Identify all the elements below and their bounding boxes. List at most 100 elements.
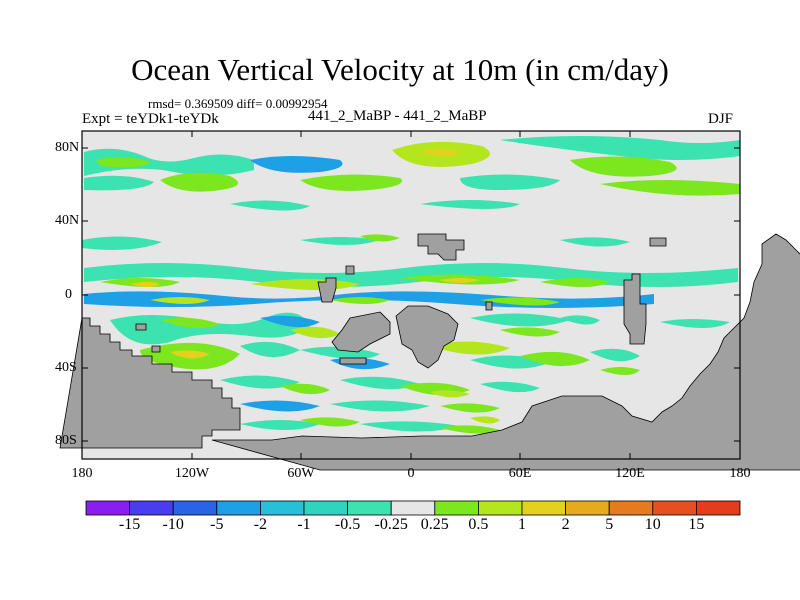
field-patch: [260, 315, 320, 328]
land-islands: [649, 237, 667, 247]
season-label: DJF: [708, 111, 734, 127]
field-patch: [420, 200, 520, 209]
colorbar-label: -2: [253, 516, 268, 533]
y-tick-label: 80S: [55, 433, 77, 448]
colorbar-label: -0.5: [334, 516, 361, 533]
y-axis-ticks: [82, 147, 740, 442]
field-patch: [360, 421, 460, 432]
field-patch: [84, 148, 254, 176]
field-patch: [300, 174, 402, 191]
land-caribbean: [345, 265, 355, 275]
field-patch: [110, 312, 310, 345]
field-patch: [460, 174, 560, 190]
field-patch: [470, 313, 570, 327]
colorbar-swatch: [608, 500, 654, 516]
x-tick-label: 60E: [508, 466, 532, 481]
x-tick-label: 0: [407, 466, 415, 481]
colorbar-label: -5: [210, 516, 224, 533]
chart-title: Ocean Vertical Velocity at 10m (in cm/da…: [131, 52, 669, 87]
field-patch: [360, 234, 400, 242]
colorbar: [85, 500, 741, 516]
colorbar-label: -10: [162, 516, 184, 533]
colorbar-label: -0.25: [374, 516, 408, 533]
field-patch: [280, 383, 330, 395]
land-africa: [395, 305, 459, 369]
field-patch: [240, 420, 320, 430]
field-patch: [540, 278, 610, 287]
field-patch: [160, 317, 220, 329]
field-patch: [330, 297, 390, 304]
land-antarctica: [211, 233, 800, 471]
colorbar-swatch: [129, 500, 174, 516]
land-arabia: [417, 233, 465, 261]
colorbar-swatch: [303, 500, 348, 516]
field-patch: [82, 236, 162, 250]
colorbar-swatch: [259, 500, 305, 516]
land-australia: [623, 273, 647, 345]
land-islands: [485, 301, 493, 311]
velocity-field: [82, 136, 740, 434]
field-patch: [240, 400, 320, 412]
colorbar-label: -1: [297, 516, 311, 533]
comparison-label: 441_2_MaBP - 441_2_MaBP: [308, 108, 487, 124]
colorbar-label: 2: [561, 516, 570, 533]
x-axis-ticks: [81, 131, 741, 459]
field-patch: [570, 156, 677, 177]
field-patch: [420, 149, 460, 156]
field-patch: [600, 367, 640, 375]
field-patch: [660, 319, 730, 328]
field-patch: [230, 200, 310, 211]
x-tick-label: 60W: [287, 466, 315, 481]
field-patch: [520, 351, 590, 367]
land-islands: [151, 345, 161, 353]
land-madagascar: [331, 311, 391, 353]
colorbar-swatch: [216, 500, 261, 516]
colorbar-swatch: [477, 500, 523, 516]
field-patch: [340, 376, 420, 390]
field-patch: [500, 136, 740, 160]
field-patch: [130, 282, 160, 287]
colorbar-swatch: [434, 500, 479, 516]
field-patch: [84, 175, 154, 191]
field-patch: [480, 381, 540, 393]
colorbar-label: 15: [688, 516, 705, 533]
field-patch: [440, 425, 500, 434]
colorbar-label: -15: [118, 516, 141, 533]
field-patch: [290, 326, 340, 339]
land-central-america: [317, 277, 337, 303]
y-tick-label: 80N: [55, 140, 80, 155]
field-patch: [160, 172, 238, 192]
colorbar-swatch: [565, 500, 610, 516]
x-tick-label: 120E: [615, 466, 645, 481]
colorbar-swatch: [652, 500, 697, 516]
y-tick-label: 40S: [55, 360, 77, 375]
colorbar-swatch: [85, 500, 130, 516]
field-patch: [220, 375, 300, 389]
field-patch: [300, 237, 380, 245]
field-patch: [440, 403, 500, 413]
field-patch: [150, 297, 210, 304]
field-patch: [600, 180, 740, 196]
field-patch: [470, 416, 500, 424]
colorbar-label: 0.25: [420, 516, 449, 533]
x-tick-label: 180: [71, 466, 93, 481]
field-patch: [330, 400, 430, 412]
colorbar-swatch: [172, 500, 218, 516]
field-patch: [250, 156, 343, 173]
field-patch: [480, 297, 560, 306]
field-patch: [430, 341, 510, 355]
colorbar-label: 10: [644, 516, 661, 533]
colorbar-swatch: [696, 500, 741, 516]
colorbar-label: 1: [518, 516, 526, 533]
land-south-america-west: [59, 317, 241, 449]
field-patch: [440, 278, 480, 283]
x-tick-label: 180: [729, 466, 751, 481]
x-tick-label: 120W: [174, 466, 210, 481]
field-patch: [500, 327, 560, 337]
field-patch: [560, 237, 630, 247]
field-patch: [590, 348, 640, 362]
colorbar-swatch: [390, 500, 436, 516]
land-masses: [59, 233, 800, 471]
experiment-label: Expt = teYDk1-teYDk: [82, 111, 219, 127]
